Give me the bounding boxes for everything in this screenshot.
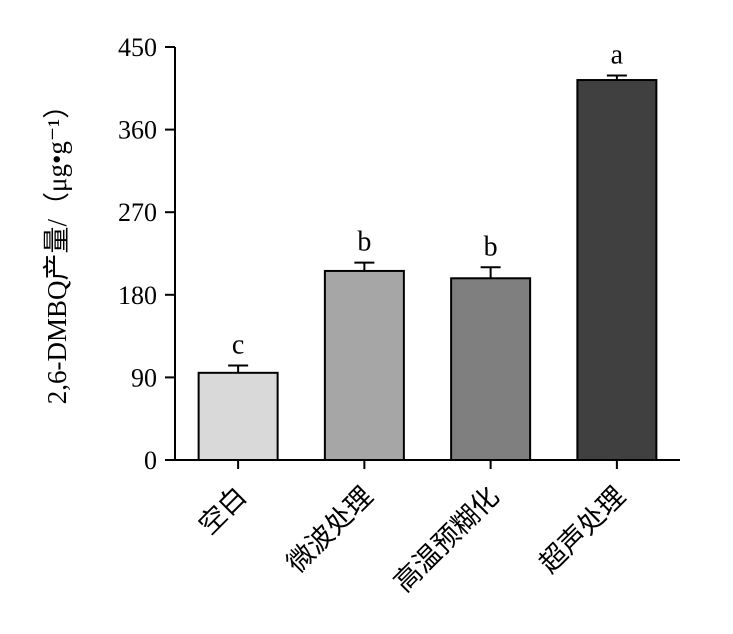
bar (197, 371, 279, 461)
significance-label: b (484, 231, 498, 262)
significance-label: c (232, 329, 244, 360)
y-tick-label: 360 (118, 116, 157, 145)
bar (576, 79, 658, 461)
significance-label: a (611, 39, 624, 70)
y-tick-label: 270 (118, 198, 157, 227)
y-tick-label: 90 (131, 363, 157, 392)
bar (323, 269, 405, 461)
x-tick-label: 微波处理 (281, 481, 379, 579)
significance-label: b (357, 227, 371, 258)
y-tick-label: 0 (144, 446, 157, 475)
x-axis-ticks: 空白 微波处理 高温预糊化 超声处理 (193, 460, 632, 598)
y-tick-label: 180 (118, 281, 157, 310)
y-tick-label: 450 (118, 33, 157, 62)
y-axis-ticks: 0 90 180 270 360 450 (118, 33, 175, 475)
bars: c b b a (197, 39, 658, 461)
y-axis-label: 2,6-DMBQ产量/（μg•g⁻¹） (42, 92, 72, 405)
x-tick-label: 空白 (193, 481, 253, 541)
x-tick-label: 高温预糊化 (388, 481, 505, 598)
x-tick-label: 超声处理 (534, 481, 632, 579)
bar (450, 277, 532, 461)
